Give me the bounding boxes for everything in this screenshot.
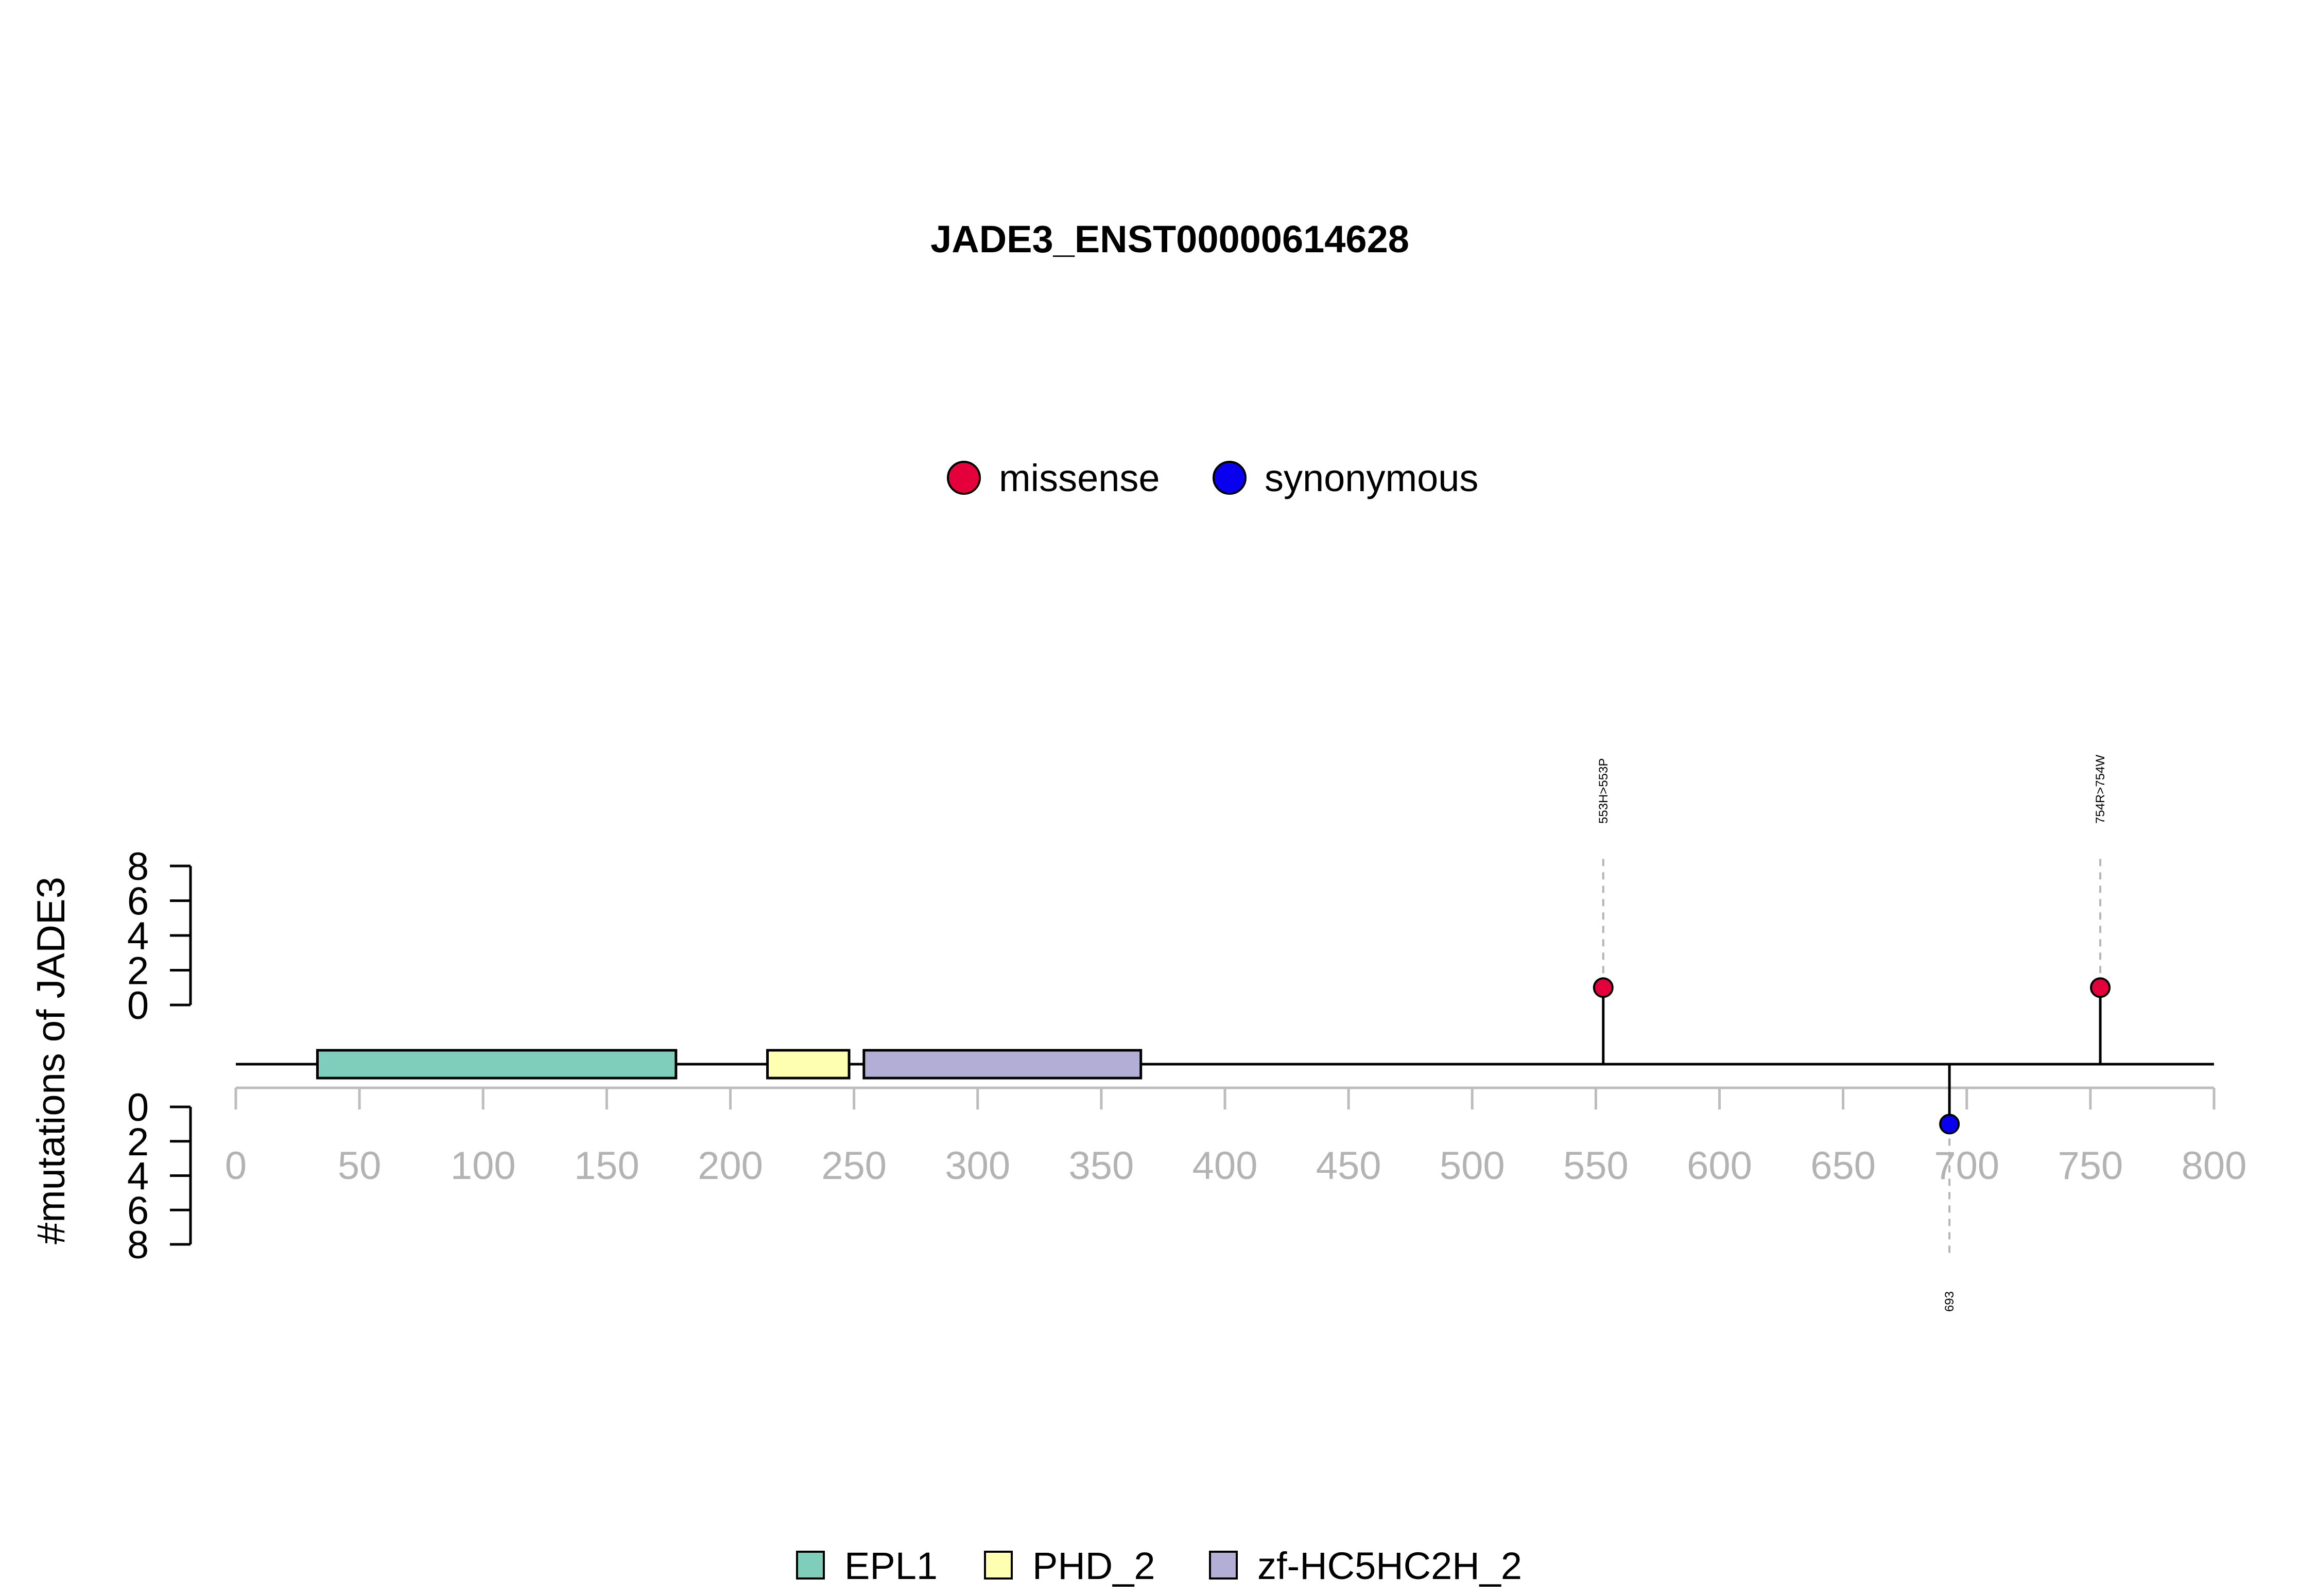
lollipop-head — [1939, 1114, 1960, 1135]
domain-legend-label-EPL1: EPL1 — [844, 1545, 938, 1587]
mutation-lollipop: 553H>553P — [1593, 758, 1614, 1064]
x-tick-label: 100 — [451, 1144, 516, 1188]
legend-label-synonymous: synonymous — [1265, 457, 1478, 499]
x-tick-label: 450 — [1316, 1144, 1381, 1188]
domain-legend-swatch-zf-HC5HC2H_2 — [1209, 1551, 1238, 1580]
x-tick-label: 600 — [1687, 1144, 1752, 1188]
upper-y-tick-label: 4 — [127, 914, 149, 958]
lollipop-head — [2090, 977, 2111, 998]
domain-PHD_2 — [766, 1049, 851, 1080]
x-tick-label: 250 — [821, 1144, 887, 1188]
x-tick-label: 700 — [1934, 1144, 1999, 1188]
lollipop-head — [1593, 977, 1614, 998]
protein-domains — [316, 1049, 1143, 1080]
mutation-lollipops: 553H>553P 754R>754W 693 — [1593, 755, 2111, 1312]
x-tick-label: 400 — [1192, 1144, 1258, 1188]
x-tick-label: 350 — [1068, 1144, 1134, 1188]
lower-y-tick-label: 4 — [127, 1155, 149, 1199]
lower-y-tick-label: 2 — [127, 1120, 149, 1164]
domain-EPL1 — [316, 1049, 678, 1080]
legend-marker-synonymous — [1213, 461, 1247, 495]
x-tick-label: 550 — [1563, 1144, 1629, 1188]
domain-legend-swatch-EPL1 — [796, 1551, 825, 1580]
x-tick-label: 0 — [225, 1144, 247, 1188]
domain-legend-label-PHD_2: PHD_2 — [1032, 1545, 1155, 1587]
legend-marker-missense — [947, 461, 981, 495]
upper-y-tick-label: 6 — [127, 880, 149, 924]
x-tick-label: 800 — [2182, 1144, 2247, 1188]
x-tick-label: 50 — [338, 1144, 382, 1188]
domain-legend-label-zf-HC5HC2H_2: zf-HC5HC2H_2 — [1257, 1545, 1522, 1587]
lower-y-tick-label: 0 — [127, 1086, 149, 1130]
domain-legend: EPL1 PHD_2 zf-HC5HC2H_2 — [796, 1545, 1522, 1587]
x-tick-label: 200 — [698, 1144, 763, 1188]
x-tick-label: 150 — [574, 1144, 639, 1188]
x-axis: 0 50 100 150 200 250 300 350 400 450 500 550 600 650 7… — [225, 1086, 2247, 1188]
chart-title: JADE3_ENST00000614628 — [930, 218, 1409, 261]
domain-zf-HC5HC2H_2 — [862, 1049, 1143, 1080]
legend-label-missense: missense — [999, 457, 1160, 499]
upper-y-tick-label: 0 — [127, 984, 149, 1028]
x-tick-label: 650 — [1810, 1144, 1876, 1188]
mutation-lollipop: 754R>754W — [2090, 755, 2111, 1064]
lollipop-label: 553H>553P — [1597, 758, 1611, 824]
domain-legend-swatch-PHD_2 — [984, 1551, 1013, 1580]
upper-y-tick-label: 8 — [127, 845, 149, 889]
x-tick-label: 300 — [945, 1144, 1010, 1188]
mutation-lollipop: 693 — [1939, 1064, 1960, 1312]
upper-y-tick-label: 2 — [127, 949, 149, 993]
mutation-legend: missense synonymous — [947, 457, 1478, 499]
lower-y-tick-label: 8 — [127, 1223, 149, 1267]
lollipop-label: 693 — [1943, 1291, 1957, 1312]
y-axis-label: #mutations of JADE3 — [29, 877, 73, 1244]
lollipop-label: 754R>754W — [2094, 755, 2107, 824]
x-tick-label: 500 — [1440, 1144, 1505, 1188]
x-tick-label: 750 — [2057, 1144, 2123, 1188]
lower-y-tick-label: 6 — [127, 1189, 149, 1233]
